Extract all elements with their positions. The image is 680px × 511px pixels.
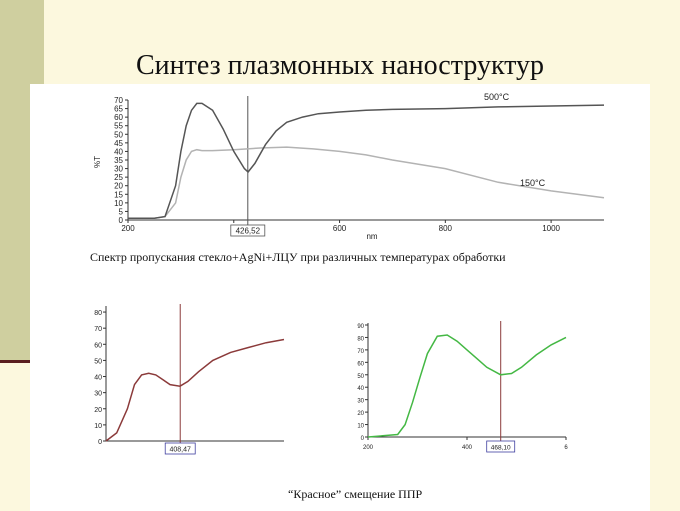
chart1-y-tick-label: 5 — [119, 207, 124, 216]
chart1-y-tick-label: 20 — [114, 182, 123, 191]
chart1-marker-label: 426,52 — [236, 227, 261, 236]
chart1-y-tick-label: 30 — [114, 165, 123, 174]
chart3-marker-label: 468,10 — [491, 445, 511, 452]
sidebar-accent-line — [0, 360, 44, 363]
chart1-x-tick-label: 600 — [333, 224, 347, 233]
chart1-y-tick-label: 35 — [114, 156, 123, 165]
chart1-y-tick-label: 0 — [119, 216, 124, 225]
chart3-y-tick-label: 0 — [361, 436, 365, 442]
chart1-legend-500c: 500°C — [484, 92, 510, 102]
chart1-legend-150c: 150°C — [520, 178, 546, 188]
chart1-x-tick-label: 200 — [121, 224, 135, 233]
chart2-y-tick-label: 80 — [94, 310, 102, 317]
chart3-y-tick-label: 70 — [357, 349, 364, 355]
chart1-y-tick-label: 50 — [114, 130, 123, 139]
chart3-y-tick-label: 20 — [357, 411, 364, 417]
chart1-y-tick-label: 70 — [114, 96, 123, 105]
chart2-y-tick-label: 70 — [94, 326, 102, 333]
chart1-y-tick-label: 40 — [114, 147, 123, 156]
chart2-y-tick-label: 60 — [94, 342, 102, 349]
chart1-y-tick-label: 45 — [114, 139, 123, 148]
chart3-y-tick-label: 60 — [357, 361, 364, 367]
chart1-y-axis-label: %T — [93, 156, 102, 168]
chart1-y-tick-label: 60 — [114, 113, 123, 122]
chart3-series — [367, 334, 567, 438]
slide-title: Синтез плазмонных наноструктур — [135, 50, 545, 81]
chart3-y-tick-label: 30 — [357, 399, 364, 405]
caption-top: Спектр пропускания стекло+AgNi+ЛЦУ при р… — [90, 250, 506, 264]
chart3-y-tick-label: 90 — [357, 324, 364, 330]
chart1-y-tick-label: 55 — [114, 122, 123, 131]
chart2-y-tick-label: 20 — [94, 407, 102, 414]
chart3-y-tick-label: 80 — [357, 336, 364, 342]
caption-bottom: “Красное” смещение ППР — [288, 487, 423, 501]
chart3-y-tick-label: 10 — [357, 424, 364, 430]
chart1-marker-box — [230, 224, 266, 237]
chart1-x-tick-label: 1000 — [542, 224, 560, 233]
chart2-series — [105, 338, 285, 442]
chart3-y-tick-label: 50 — [357, 374, 364, 380]
chart1-y-tick-label: 25 — [114, 173, 123, 182]
chart2-y-tick-label: 40 — [94, 375, 102, 382]
chart1-y-tick-label: 65 — [114, 105, 123, 114]
chart3-x-tick-label: 200 — [363, 445, 374, 451]
chart2-marker-label: 408,47 — [170, 447, 192, 454]
chart2-y-tick-label: 10 — [94, 423, 102, 430]
chart1-y-tick-label: 15 — [114, 190, 123, 199]
chart1-x-tick-label: 800 — [439, 224, 453, 233]
chart1-series-500c — [128, 102, 605, 220]
chart2-y-tick-label: 0 — [98, 439, 102, 446]
chart2-y-tick-label: 30 — [94, 391, 102, 398]
chart3-marker-box — [486, 440, 516, 453]
chart1-x-axis-label: nm — [366, 232, 377, 241]
chart3-x-tick-label: 6 — [564, 445, 568, 451]
content-panel — [30, 84, 650, 511]
chart1-y-tick-label: 10 — [114, 199, 123, 208]
chart3-y-tick-label: 40 — [357, 386, 364, 392]
chart2-y-tick-label: 50 — [94, 358, 102, 365]
chart2-marker-box — [164, 442, 196, 455]
chart3-x-tick-label: 400 — [462, 445, 473, 451]
